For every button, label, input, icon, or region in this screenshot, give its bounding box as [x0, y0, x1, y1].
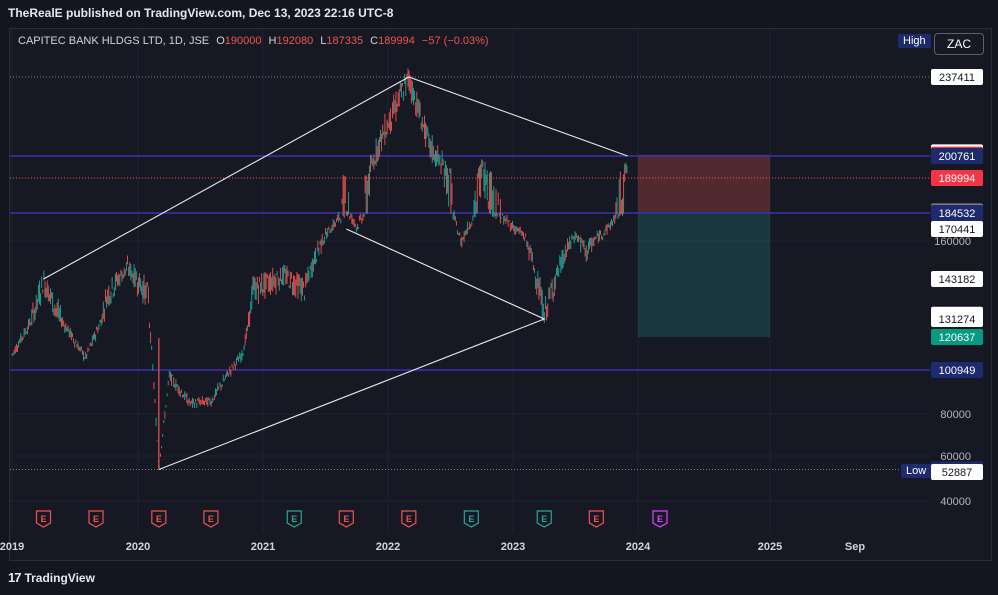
price-label: 237411 — [939, 72, 975, 84]
earnings-marker-label: E — [40, 514, 46, 524]
tradingview-logo-icon: 17 — [8, 570, 22, 585]
earnings-marker — [286, 510, 302, 528]
price-label: 131274 — [939, 314, 976, 326]
price-label: 170441 — [939, 224, 976, 236]
earnings-marker-label: E — [657, 514, 663, 524]
earnings-marker-label: E — [93, 514, 99, 524]
target-zone — [638, 211, 770, 337]
currency-button[interactable]: ZAC — [934, 33, 984, 55]
close-value: 189994 — [378, 35, 415, 47]
price-axis-tick: 160000 — [934, 236, 971, 248]
earnings-marker — [35, 510, 52, 528]
time-axis-tick: 2021 — [251, 541, 275, 553]
earnings-marker — [588, 510, 604, 528]
triangle-upper-line — [43, 76, 628, 280]
earnings-marker-label: E — [541, 514, 547, 524]
price-label: 52887 — [942, 467, 973, 479]
close-label: C — [370, 35, 379, 47]
price-label: 200761 — [939, 151, 976, 163]
price-label-box — [931, 311, 983, 327]
earnings-marker-label: E — [156, 514, 162, 524]
earnings-marker — [203, 510, 219, 528]
time-axis-tick: Sep — [845, 541, 865, 553]
high-label: H — [268, 35, 277, 47]
earnings-marker-label: E — [208, 514, 214, 524]
symbol-legend: CAPITEC BANK HLDGS LTD, 1D, JSE O190000 … — [18, 35, 489, 47]
high-tag: High — [898, 34, 931, 48]
price-label-box — [931, 271, 983, 287]
price-label-box — [931, 205, 983, 221]
chart-pane[interactable] — [9, 28, 992, 561]
low-label: L — [320, 35, 327, 47]
price-label: 100949 — [939, 365, 976, 377]
footer-brand[interactable]: 17 TradingView — [8, 570, 95, 585]
footer-brand-label: TradingView — [24, 570, 95, 585]
price-axis-tick: 80000 — [940, 409, 971, 421]
price-label-box — [931, 329, 983, 345]
earnings-marker-label: E — [468, 514, 474, 524]
change-value: −57 (−0.03%) — [421, 35, 489, 47]
price-label: 184532 — [939, 208, 976, 220]
low-tag: Low — [901, 464, 932, 478]
stop-loss-zone — [638, 154, 770, 212]
price-label-box — [931, 69, 983, 85]
publisher-header: TheRealE published on TradingView.com, D… — [8, 6, 394, 20]
price-axis-tick: 40000 — [940, 496, 971, 508]
price-label-box — [931, 464, 983, 481]
open-label: O — [216, 35, 225, 47]
earnings-marker — [463, 510, 479, 528]
price-axis-tick: 60000 — [940, 451, 971, 463]
price-label-box — [931, 170, 983, 186]
price-label: 143182 — [939, 274, 976, 286]
high-value: 192080 — [276, 35, 314, 47]
earnings-marker — [151, 510, 167, 528]
earnings-marker — [88, 510, 104, 528]
earnings-marker-label: E — [291, 514, 297, 524]
price-label: 120637 — [939, 332, 976, 344]
open-value: 190000 — [224, 35, 262, 47]
earnings-marker — [652, 510, 668, 528]
price-label-box — [931, 362, 983, 378]
earnings-marker — [338, 510, 354, 528]
earnings-marker — [401, 510, 417, 528]
earnings-marker — [536, 510, 552, 528]
time-axis-tick: 2022 — [376, 541, 400, 553]
earnings-marker-label: E — [593, 514, 599, 524]
earnings-marker-label: E — [343, 514, 349, 524]
time-axis-tick: 2024 — [626, 541, 651, 553]
time-axis-tick: 2019 — [0, 541, 24, 553]
earnings-marker-label: E — [406, 514, 412, 524]
time-axis-tick: 2023 — [501, 541, 525, 553]
symbol-name: CAPITEC BANK HLDGS LTD, 1D, JSE — [18, 35, 210, 47]
price-label: 189994 — [939, 173, 976, 185]
time-axis-tick: 2025 — [758, 541, 782, 553]
low-value: 187335 — [326, 35, 364, 47]
price-label-box — [931, 148, 983, 164]
price-label-box — [931, 221, 983, 237]
triangle-lower-line — [158, 228, 546, 471]
time-axis-tick: 2020 — [126, 541, 150, 553]
